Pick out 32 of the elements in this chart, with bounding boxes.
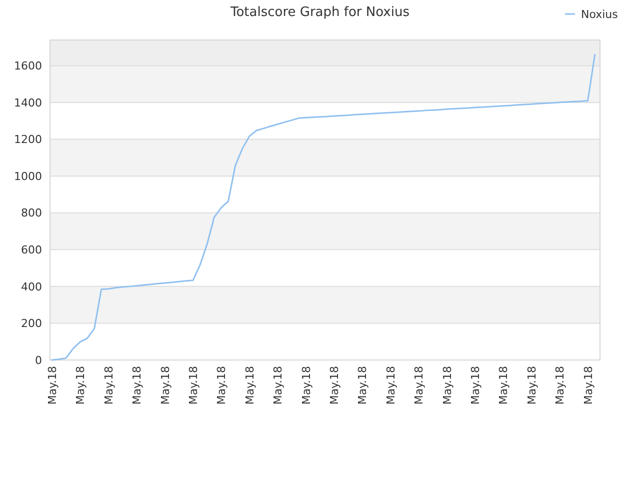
chart-title: Totalscore Graph for Noxius	[229, 5, 410, 20]
y-tick-label: 800	[21, 206, 42, 220]
x-tick-label: May.18	[440, 366, 454, 405]
y-tick-label: 1000	[14, 170, 42, 183]
y-tick-label: 0	[35, 354, 42, 367]
x-tick-label: May.18	[102, 366, 116, 405]
x-tick-label: May.18	[582, 366, 595, 405]
y-tick-label: 1200	[14, 133, 42, 146]
x-tick-label: May.18	[158, 366, 172, 405]
y-tick-label: 600	[21, 244, 42, 257]
x-tick-label: May.18	[356, 366, 370, 405]
y-tick-label: 1600	[14, 60, 42, 73]
legend-label: Noxius	[581, 8, 618, 21]
y-tick-label: 1400	[14, 96, 42, 110]
x-tick-label: May.18	[272, 366, 285, 405]
y-tick-label: 200	[21, 317, 42, 330]
y-tick-label: 400	[21, 280, 42, 294]
x-tick-label: May.18	[243, 366, 256, 405]
x-tick-label: May.18	[74, 366, 88, 405]
x-tick-label: May.18	[412, 366, 426, 405]
x-tick-label: May.18	[46, 366, 59, 405]
x-tick-label: May.18	[130, 366, 144, 405]
x-tick-label: May.18	[187, 366, 200, 405]
x-tick-label: May.18	[215, 366, 228, 405]
x-tick-label: May.18	[469, 366, 482, 405]
x-tick-label: May.18	[497, 366, 510, 405]
x-tick-label: May.18	[554, 366, 567, 405]
x-tick-label: May.18	[384, 366, 398, 405]
x-tick-label: May.18	[328, 366, 341, 405]
x-tick-label: May.18	[525, 366, 538, 405]
x-tick-label: May.18	[300, 366, 313, 405]
line-series	[51, 54, 596, 361]
